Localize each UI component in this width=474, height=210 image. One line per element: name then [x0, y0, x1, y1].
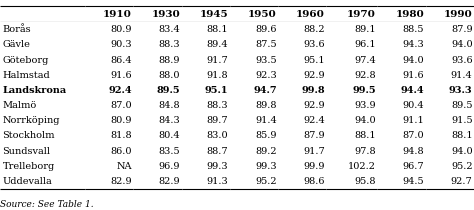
Text: Source: See Table 1.: Source: See Table 1.	[0, 200, 94, 209]
